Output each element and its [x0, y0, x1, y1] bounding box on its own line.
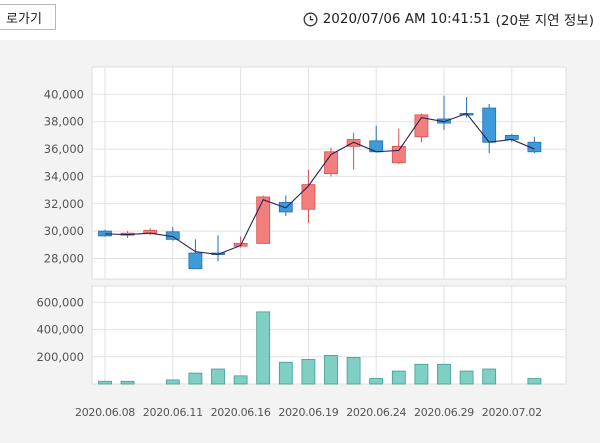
volume-bar	[188, 372, 203, 385]
x-tick-label: 2020.06.08	[75, 406, 135, 419]
price-tick-label: 34,000	[44, 169, 84, 183]
volume-bar	[391, 370, 406, 385]
ma-line	[104, 112, 535, 255]
timestamp-text: 2020/07/06 AM 10:41:51	[322, 11, 491, 27]
candle-body	[256, 196, 271, 244]
delay-note: (20분 지연 정보)	[495, 13, 594, 29]
candle-body	[301, 184, 316, 210]
volume-bar	[369, 378, 384, 385]
volume-bar	[346, 357, 361, 385]
x-tick-label: 2020.07.02	[482, 406, 542, 419]
volume-bar	[256, 311, 271, 385]
volume-bar	[278, 361, 293, 385]
top-bar: 로가기 2020/07/06 AM 10:41:51 (20분 지연 정보)	[0, 0, 600, 40]
x-tick-label: 2020.06.19	[278, 406, 338, 419]
candle-body	[527, 141, 542, 153]
volume-tick-label: 600,000	[36, 295, 84, 309]
x-tick-label: 2020.06.16	[211, 406, 271, 419]
volume-bar	[120, 380, 135, 385]
timestamp-group: 2020/07/06 AM 10:41:51 (20분 지연 정보)	[303, 9, 594, 29]
price-tick-label: 40,000	[44, 87, 84, 101]
candle-body	[346, 139, 361, 147]
volume-bar	[98, 380, 112, 385]
price-tick-label: 36,000	[44, 142, 84, 156]
volume-tick-label: 200,000	[36, 350, 84, 364]
volume-bar	[459, 370, 474, 385]
volume-bar	[211, 368, 225, 385]
volume-bar	[482, 368, 497, 385]
price-tick-label: 38,000	[44, 115, 84, 129]
volume-bar	[414, 363, 429, 385]
volume-tick-label: 400,000	[36, 323, 84, 337]
volume-bar	[527, 378, 542, 385]
back-button[interactable]: 로가기	[0, 4, 56, 30]
x-tick-label: 2020.06.11	[143, 406, 203, 419]
volume-bar	[233, 375, 248, 385]
volume-bar	[165, 379, 180, 385]
candle-body	[414, 114, 429, 138]
x-tick-label: 2020.06.24	[346, 406, 406, 419]
candle-body	[391, 145, 406, 164]
candle-body	[188, 252, 203, 270]
price-tick-label: 30,000	[44, 224, 84, 238]
candle-body	[504, 134, 519, 140]
volume-bar	[324, 355, 338, 385]
volume-bar	[301, 359, 316, 385]
price-tick-label: 28,000	[44, 251, 84, 265]
x-tick-label: 2020.06.29	[414, 406, 474, 419]
clock-icon	[303, 12, 318, 26]
price-tick-label: 32,000	[44, 197, 84, 211]
volume-bar	[437, 363, 451, 385]
